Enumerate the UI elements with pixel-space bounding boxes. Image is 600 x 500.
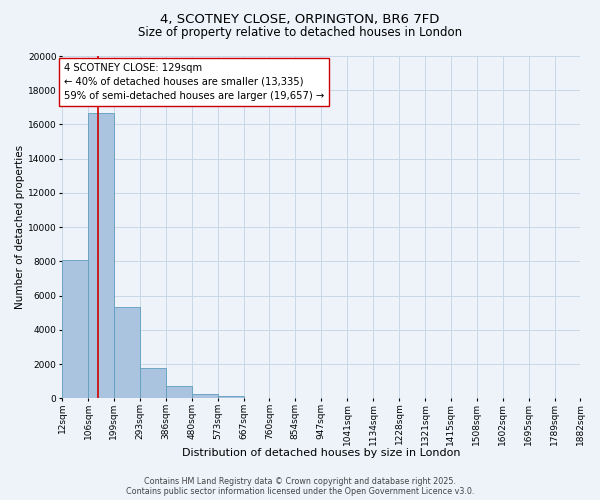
Bar xyxy=(218,396,244,398)
Bar xyxy=(62,260,88,398)
Text: Contains HM Land Registry data © Crown copyright and database right 2025.
Contai: Contains HM Land Registry data © Crown c… xyxy=(126,476,474,496)
Text: Size of property relative to detached houses in London: Size of property relative to detached ho… xyxy=(138,26,462,39)
Text: 4, SCOTNEY CLOSE, ORPINGTON, BR6 7FD: 4, SCOTNEY CLOSE, ORPINGTON, BR6 7FD xyxy=(160,12,440,26)
X-axis label: Distribution of detached houses by size in London: Distribution of detached houses by size … xyxy=(182,448,461,458)
Bar xyxy=(114,307,140,398)
Bar xyxy=(166,386,191,398)
Bar xyxy=(140,368,166,398)
Bar xyxy=(88,112,114,399)
Text: 4 SCOTNEY CLOSE: 129sqm
← 40% of detached houses are smaller (13,335)
59% of sem: 4 SCOTNEY CLOSE: 129sqm ← 40% of detache… xyxy=(64,63,325,101)
Y-axis label: Number of detached properties: Number of detached properties xyxy=(15,145,25,310)
Bar xyxy=(191,394,218,398)
